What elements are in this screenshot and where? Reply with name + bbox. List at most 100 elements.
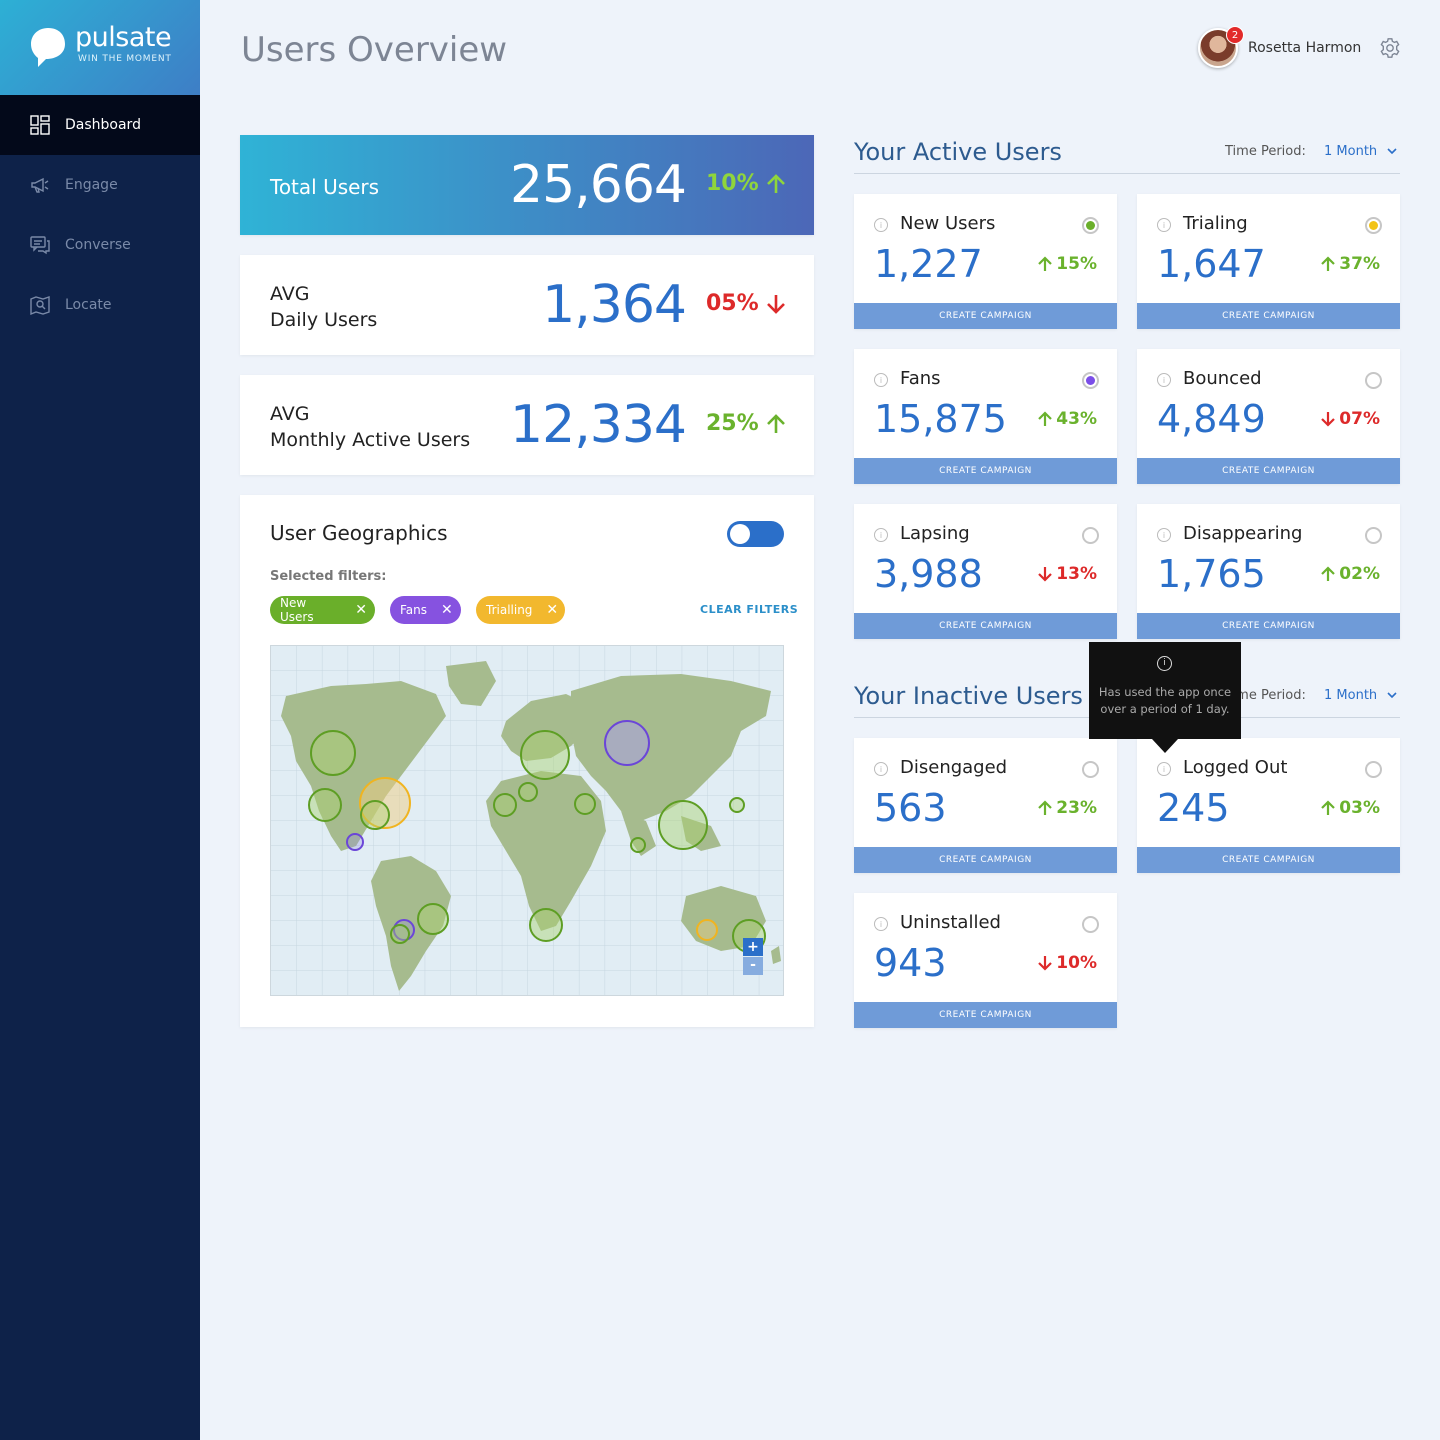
arrow-down-icon [1038, 956, 1053, 971]
filter-chip-fans[interactable]: Fans ✕ [390, 596, 461, 624]
info-icon[interactable]: i [1157, 762, 1171, 776]
chat-icon [30, 236, 50, 255]
geographics-toggle[interactable] [727, 521, 784, 547]
info-icon[interactable]: i [1157, 373, 1171, 387]
segment-name: Disengaged [900, 757, 1008, 778]
time-period-select[interactable]: 1 Month [1324, 688, 1397, 703]
geographics-title: User Geographics [270, 521, 448, 545]
page-title: Users Overview [241, 30, 508, 70]
change-value: 25% [706, 411, 759, 436]
world-map-graphic [271, 646, 783, 995]
segment-name: Lapsing [900, 523, 970, 544]
segment-select-radio[interactable] [1365, 761, 1382, 778]
world-map[interactable]: + - [270, 645, 784, 996]
close-icon[interactable]: ✕ [355, 602, 367, 618]
avg-daily-label-2: Daily Users [270, 309, 378, 331]
create-campaign-button[interactable]: CREATE CAMPAIGN [1137, 458, 1400, 484]
avg-monthly-change: 25% [706, 411, 787, 436]
zoom-out-button[interactable]: - [743, 957, 763, 975]
segment-value: 563 [874, 786, 947, 830]
avatar[interactable]: 2 [1198, 26, 1244, 68]
info-icon[interactable]: i [874, 917, 888, 931]
sidebar-item-label: Engage [65, 177, 118, 193]
user-geographics-card: User Geographics Selected filters: New U… [240, 495, 814, 1027]
chip-label: New Users [280, 596, 314, 624]
create-campaign-button[interactable]: CREATE CAMPAIGN [1137, 613, 1400, 639]
info-icon[interactable]: i [1157, 218, 1171, 232]
total-users-value: 25,664 [510, 155, 687, 215]
arrow-up-icon [1038, 256, 1053, 271]
segment-change: 07% [1320, 409, 1380, 429]
segment-select-radio[interactable] [1082, 916, 1099, 933]
change-value: 43% [1056, 409, 1097, 429]
segment-value: 1,227 [874, 242, 983, 286]
segment-value: 15,875 [874, 397, 1007, 441]
zoom-in-button[interactable]: + [743, 938, 763, 956]
sidebar-item-engage[interactable]: Engage [0, 155, 200, 215]
map-bubbles [308, 720, 766, 953]
filter-chip-trialling[interactable]: Trialling ✕ [476, 596, 565, 624]
segment-name: Disappearing [1183, 523, 1303, 544]
create-campaign-button[interactable]: CREATE CAMPAIGN [1137, 847, 1400, 873]
info-icon[interactable]: i [874, 762, 888, 776]
segment-change: 13% [1037, 564, 1097, 584]
change-value: 02% [1339, 564, 1380, 584]
segment-select-radio[interactable] [1082, 761, 1099, 778]
segment-select-radio[interactable] [1082, 527, 1099, 544]
time-period-select[interactable]: 1 Month [1324, 144, 1397, 159]
logo-tagline: WIN THE MOMENT [78, 54, 172, 64]
info-icon[interactable]: i [874, 218, 888, 232]
segment-select-radio[interactable] [1365, 217, 1382, 234]
create-campaign-button[interactable]: CREATE CAMPAIGN [854, 613, 1117, 639]
clear-filters-link[interactable]: CLEAR FILTERS [700, 603, 799, 616]
segment-select-radio[interactable] [1082, 217, 1099, 234]
filter-chip-new-users[interactable]: New Users ✕ [270, 596, 375, 624]
info-icon[interactable]: i [1157, 528, 1171, 542]
close-icon[interactable]: ✕ [546, 602, 559, 618]
segment-value: 3,988 [874, 552, 983, 596]
segment-value: 4,849 [1157, 397, 1266, 441]
segment-select-radio[interactable] [1365, 527, 1382, 544]
continents [281, 661, 781, 991]
create-campaign-button[interactable]: CREATE CAMPAIGN [854, 458, 1117, 484]
gear-icon[interactable] [1379, 37, 1401, 59]
segment-card-trialing: i Trialing 1,647 37% CREATE CAMPAIGN [1137, 194, 1400, 329]
segment-change: 37% [1320, 254, 1380, 274]
sidebar-item-converse[interactable]: Converse [0, 215, 200, 275]
pulsate-logo-icon [31, 28, 65, 67]
segment-value: 1,765 [1157, 552, 1266, 596]
avg-daily-change: 05% [706, 291, 787, 316]
avg-monthly-value: 12,334 [510, 395, 687, 455]
segment-select-radio[interactable] [1365, 372, 1382, 389]
segment-value: 943 [874, 941, 947, 985]
segment-change: 23% [1037, 798, 1097, 818]
logo[interactable]: pulsate WIN THE MOMENT [0, 0, 200, 95]
info-icon[interactable]: i [874, 373, 888, 387]
segment-card-lapsing: i Lapsing 3,988 13% CREATE CAMPAIGN [854, 504, 1117, 639]
user-name: Rosetta Harmon [1248, 40, 1362, 56]
segment-card-disengaged: i Disengaged 563 23% CREATE CAMPAIGN [854, 738, 1117, 873]
info-icon[interactable]: i [874, 528, 888, 542]
change-value: 37% [1339, 254, 1380, 274]
segment-value: 1,647 [1157, 242, 1266, 286]
user-menu[interactable]: 2 Rosetta Harmon [1198, 26, 1362, 68]
sidebar-item-dashboard[interactable]: Dashboard [0, 95, 200, 155]
create-campaign-button[interactable]: CREATE CAMPAIGN [854, 1002, 1117, 1028]
create-campaign-button[interactable]: CREATE CAMPAIGN [1137, 303, 1400, 329]
close-icon[interactable]: ✕ [441, 602, 453, 618]
sidebar-item-locate[interactable]: Locate [0, 275, 200, 335]
segment-card-uninstalled: i Uninstalled 943 10% CREATE CAMPAIGN [854, 893, 1117, 1028]
arrow-up-icon [766, 173, 785, 193]
arrow-up-icon [1321, 256, 1336, 271]
logo-text: pulsate [75, 22, 172, 53]
avg-daily-users-card: AVG Daily Users 1,364 05% [240, 255, 814, 355]
create-campaign-button[interactable]: CREATE CAMPAIGN [854, 847, 1117, 873]
avg-daily-label-1: AVG [270, 283, 310, 305]
notification-badge: 2 [1226, 26, 1244, 44]
segment-select-radio[interactable] [1082, 372, 1099, 389]
change-value: 07% [1339, 409, 1380, 429]
segment-name: Uninstalled [900, 912, 1001, 933]
time-period-label: Time Period: [1225, 688, 1306, 703]
create-campaign-button[interactable]: CREATE CAMPAIGN [854, 303, 1117, 329]
segment-name: Logged Out [1183, 757, 1288, 778]
